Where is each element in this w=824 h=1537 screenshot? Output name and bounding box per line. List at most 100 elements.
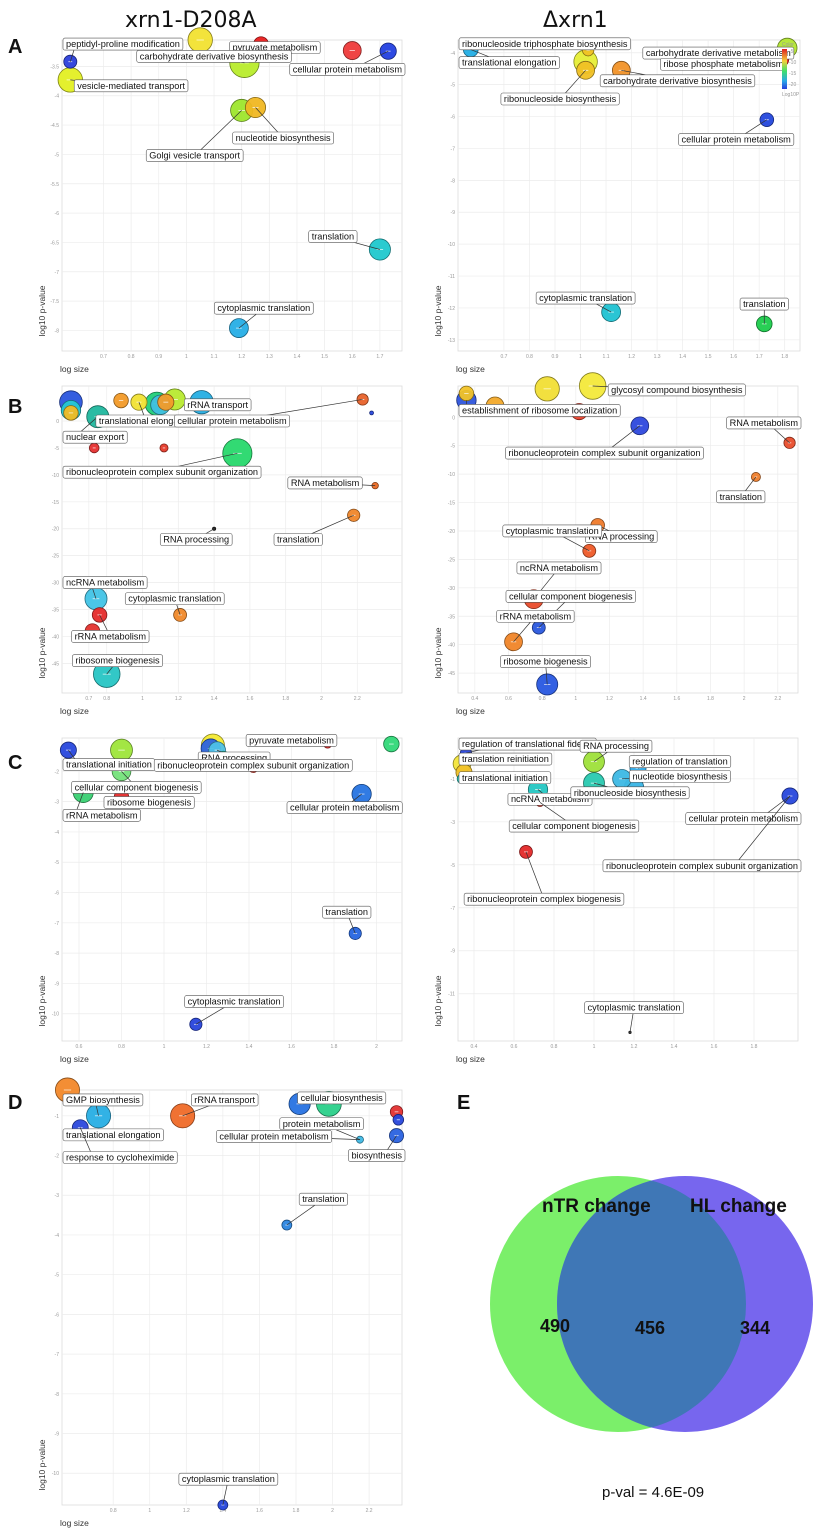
bubble-label-box bbox=[458, 404, 621, 417]
y-axis-label: log10 p-value bbox=[433, 627, 443, 678]
bubble-label: rRNA transport bbox=[182, 1093, 259, 1117]
bubble-label-text: translation reinitiation bbox=[462, 754, 549, 764]
bubble-label-box bbox=[502, 524, 603, 538]
bubble-label: translational initiation bbox=[458, 771, 552, 785]
x-tick-label: 1.3 bbox=[654, 354, 661, 360]
bubble-label-box bbox=[71, 630, 150, 643]
bubble-label-text: pyruvate metabolism bbox=[249, 735, 334, 745]
y-tick-label: -9 bbox=[451, 210, 456, 216]
y-tick-label: -11 bbox=[448, 992, 455, 998]
bubble-label-text: carbohydrate derivative metabolism bbox=[646, 48, 791, 58]
bubble-label-box bbox=[602, 859, 802, 873]
venn-set-hl-name: HL change bbox=[690, 1196, 787, 1217]
x-tick-label: 1 bbox=[579, 354, 582, 360]
bubble-label-text: cellular component biogenesis bbox=[509, 591, 633, 601]
y-tick-label: -5 bbox=[55, 446, 60, 452]
y-tick-label: -8 bbox=[55, 1392, 60, 1398]
legend-tick-label: -10 bbox=[789, 60, 796, 66]
label-leader-line bbox=[733, 795, 791, 867]
bubble-label-box bbox=[159, 533, 233, 546]
y-tick-label: -9 bbox=[55, 981, 60, 987]
y-tick-label: -5 bbox=[451, 863, 456, 869]
bubble-label-box bbox=[273, 533, 323, 546]
bubble-label: cytoplasmic translation bbox=[178, 1472, 279, 1506]
bubble-label-box bbox=[629, 769, 731, 783]
y-tick-label: -7 bbox=[451, 906, 456, 912]
bubble-label-text: vesicle-mediated transport bbox=[77, 81, 185, 91]
bubble-label-box bbox=[289, 63, 406, 76]
y-tick-label: -40 bbox=[448, 643, 455, 649]
bubble bbox=[212, 526, 217, 531]
y-axis-label: log10 p-value bbox=[37, 627, 47, 678]
bubble-label: nuclear export bbox=[62, 416, 128, 444]
bubble-label-box bbox=[726, 416, 802, 430]
legend-title: Color bbox=[782, 42, 794, 48]
bubble-label-text: cytoplasmic translation bbox=[188, 997, 281, 1007]
x-tick-label: 1.4 bbox=[211, 696, 218, 702]
bubble-label: ribosome biogenesis bbox=[103, 796, 195, 809]
bubble-label-text: ribosome biogenesis bbox=[107, 798, 192, 808]
column-title-left: xrn1-D208A bbox=[125, 8, 257, 33]
bubble-label-box bbox=[62, 1093, 144, 1107]
bubble-label-box bbox=[153, 758, 353, 772]
bubble-chart-d-left: 0.8 1 1.2 1.4 1.6 1.8 2 2.2 -1 -2 -3 -4 -5 -6 -7 -8 -9 -1… bbox=[37, 1077, 406, 1528]
y-tick-label: -3 bbox=[55, 1193, 60, 1199]
y-tick-label: -5 bbox=[451, 83, 456, 89]
bubble-label: pyruvate metabolism bbox=[245, 734, 338, 747]
x-tick-label: 1.1 bbox=[211, 354, 218, 360]
bubble-label-box bbox=[678, 133, 795, 146]
bubble-label-text: GMP biosynthesis bbox=[66, 1095, 140, 1105]
x-axis-label: log size bbox=[456, 706, 485, 716]
x-tick-label: 1 bbox=[163, 1044, 166, 1050]
legend-footer: Log10P bbox=[782, 92, 800, 98]
bubble-label-text: Golgi vesicle transport bbox=[149, 151, 240, 161]
y-tick-label: -7 bbox=[55, 921, 60, 927]
bubble-label-text: cellular component biogenesis bbox=[512, 821, 636, 831]
bubble-label-text: rRNA metabolism bbox=[500, 611, 572, 621]
bubble-label-text: nucleotide biosynthesis bbox=[633, 771, 728, 781]
bubble-label-box bbox=[535, 291, 636, 305]
panel-label-b: B bbox=[8, 396, 23, 418]
bubble-label: translation bbox=[322, 905, 372, 934]
bubble-label-box bbox=[232, 131, 334, 145]
bubble-chart-c-left: 0.6 0.8 1 1.2 1.4 1.6 1.8 2 -2 -3 -4 -5 -6 -7 -8 -9 -10 l… bbox=[37, 733, 403, 1064]
bubble-label-text: ribonucleoside triphosphate biosynthesis bbox=[462, 39, 628, 49]
bubble-label-box bbox=[191, 1093, 259, 1107]
y-tick-label: -5 bbox=[55, 152, 60, 158]
x-tick-label: 0.8 bbox=[128, 354, 135, 360]
bubble-label-box bbox=[599, 74, 756, 88]
bubble-label-text: nuclear export bbox=[66, 432, 125, 442]
bubble-label-box bbox=[279, 1117, 364, 1131]
venn-diagram: nTR change HL change 490 456 344 bbox=[490, 1176, 813, 1432]
x-tick-label: 0.8 bbox=[103, 696, 110, 702]
label-leader-line bbox=[525, 851, 545, 900]
panel-label-a: A bbox=[8, 36, 23, 58]
bubble-label: establishment of ribosome localization bbox=[458, 400, 621, 417]
y-tick-label: -4.5 bbox=[50, 123, 59, 129]
x-tick-label: 1.4 bbox=[219, 1508, 226, 1514]
x-tick-label: 1.2 bbox=[631, 1044, 638, 1050]
x-tick-label: 1.4 bbox=[640, 696, 647, 702]
bubble-label-box bbox=[500, 92, 620, 106]
bubble-label-text: cytoplasmic translation bbox=[539, 293, 632, 303]
bubble-chart-b-left: 0.7 0.8 1 1.2 1.4 1.6 1.8 2 2.2 0 -5 -10 -15 -20 -25 -3… bbox=[37, 385, 403, 716]
bubble-label-text: cytoplasmic translation bbox=[128, 594, 221, 604]
bubble-chart-a-left: 0.7 0.8 0.9 1 1.1 1.2 1.3 1.4 1.5 1.6 1.7 -3.5 -4 -4.… bbox=[37, 27, 406, 374]
bubble-label-text: peptidyl-proline modification bbox=[66, 39, 180, 49]
bubble-label-text: establishment of ribosome localization bbox=[462, 405, 617, 415]
bubble-label: ribosome biogenesis bbox=[500, 655, 591, 685]
y-tick-label: -11 bbox=[448, 274, 455, 280]
bubble-label-box bbox=[496, 609, 575, 623]
bubble-label: carbohydrate derivative biosynthesis bbox=[599, 69, 756, 88]
x-tick-label: 1.2 bbox=[628, 354, 635, 360]
y-tick-label: -8 bbox=[451, 178, 456, 184]
legend-tick-label: -5 bbox=[789, 49, 794, 55]
bubble-chart-c-right: 0.4 0.6 0.8 1 1.2 1.4 1.6 1.8 -1 -3 -5 -7 -9 -11 log s… bbox=[433, 737, 802, 1064]
bubble-label-box bbox=[73, 79, 189, 93]
panel-label-d: D bbox=[8, 1092, 23, 1114]
bubble-label-text: translational elongation bbox=[99, 416, 194, 426]
bubble-label: RNA metabolism bbox=[726, 416, 802, 444]
bubble-label-box bbox=[62, 576, 148, 589]
bubble-label-text: ribonucleoside biosynthesis bbox=[574, 788, 687, 798]
bubble-label: translational elongation bbox=[95, 402, 197, 428]
